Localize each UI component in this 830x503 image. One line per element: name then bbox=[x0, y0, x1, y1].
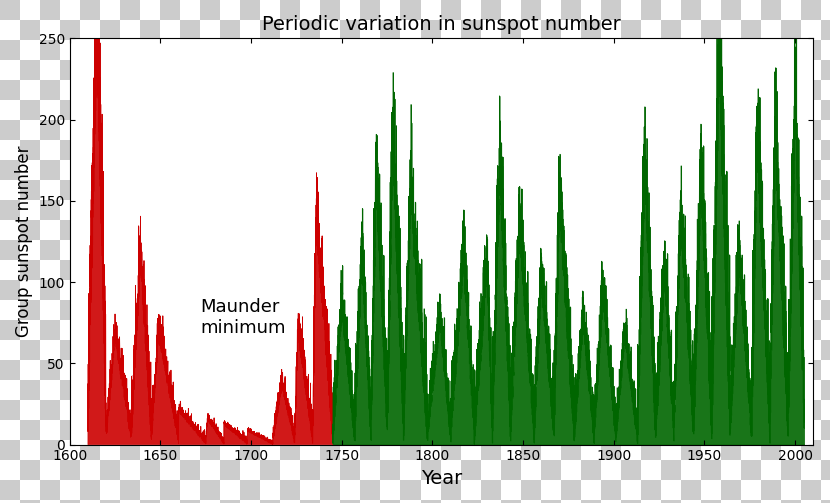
Text: Maunder
minimum: Maunder minimum bbox=[200, 298, 286, 337]
Title: Periodic variation in sunspot number: Periodic variation in sunspot number bbox=[262, 15, 621, 34]
Y-axis label: Group sunspot number: Group sunspot number bbox=[15, 146, 33, 337]
X-axis label: Year: Year bbox=[421, 469, 462, 488]
